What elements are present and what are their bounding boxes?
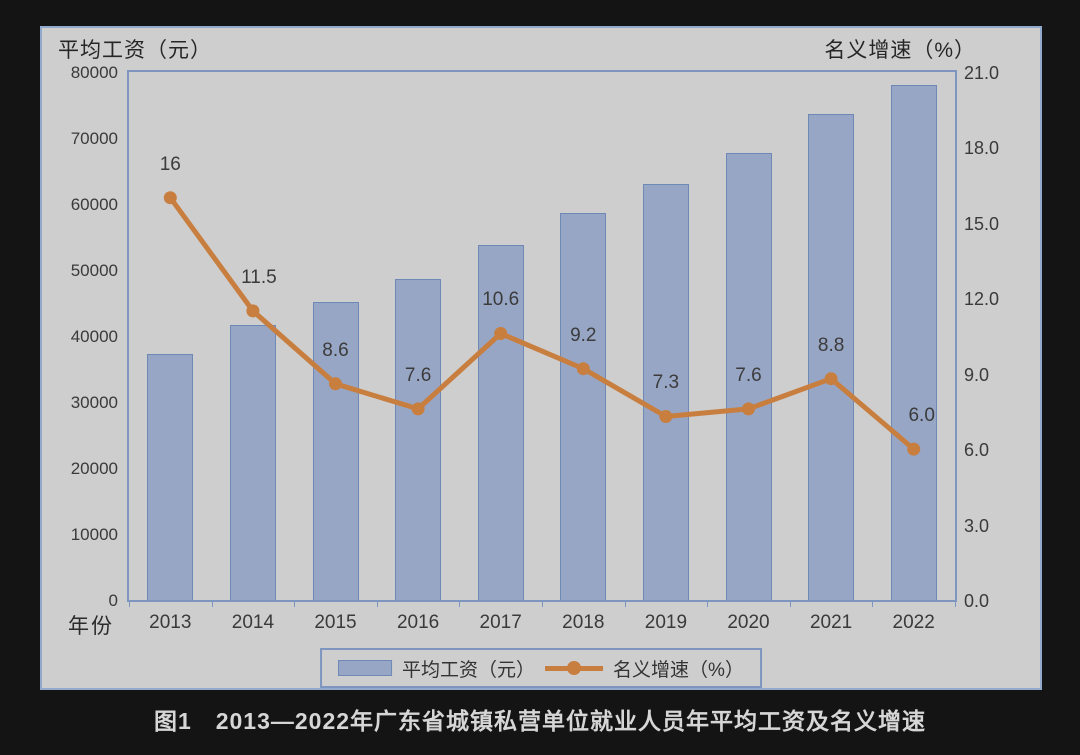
x-tick-label-2018: 2018	[562, 612, 605, 633]
y-right-tick-label: 6.0	[964, 440, 990, 461]
chart-panel: 平均工资（元） 名义增速（%） 16 11.5 8.6 7.6 10.6 9.2 7.3 7.…	[40, 26, 1042, 690]
y-left-tick-label: 60000	[70, 195, 118, 214]
x-axis-notch	[459, 602, 461, 607]
x-tick-label-2022: 2022	[892, 612, 935, 633]
bar-2022	[890, 84, 937, 600]
x-tick-label-2014: 2014	[231, 612, 275, 633]
bar-2013	[147, 353, 194, 600]
growth-point-label-2016: 7.6	[404, 364, 432, 386]
y-right-tick-label: 15.0	[964, 213, 1000, 234]
y-left-tick-label: 40000	[70, 327, 118, 346]
y-right-tick-label: 21.0	[964, 63, 1000, 83]
y-left-tick-label: 0	[108, 591, 118, 610]
growth-marker-2020	[742, 402, 755, 416]
growth-line	[167, 195, 917, 452]
legend-bar-label: 平均工资（元）	[402, 659, 536, 681]
growth-marker-2022	[907, 442, 921, 456]
growth-marker-2017	[494, 327, 508, 340]
bar-2015	[312, 301, 359, 600]
x-tick-label-2021: 2021	[809, 612, 853, 633]
y-right-tick-label: 12.0	[964, 289, 1000, 310]
y-right-tick-label: 9.0	[964, 364, 990, 385]
growth-point-label-2014: 11.5	[241, 266, 277, 288]
plot-area: 16 11.5 8.6 7.6 10.6 9.2 7.3 7.6 8.8 6.0	[127, 70, 957, 602]
plot-inner: 16 11.5 8.6 7.6 10.6 9.2 7.3 7.6 8.8 6.0	[129, 72, 955, 600]
growth-line-chart	[163, 191, 921, 456]
growth-marker-2021	[824, 372, 838, 386]
y-left-tick-label: 70000	[70, 129, 118, 148]
x-tick-label-2015: 2015	[314, 612, 357, 633]
bar-2021	[808, 113, 855, 600]
growth-marker-2019	[659, 410, 673, 423]
x-axis-title: 年份	[68, 615, 114, 638]
x-axis-notch	[129, 602, 130, 607]
y-right-tick-label: 3.0	[964, 515, 990, 536]
growth-marker-2014	[246, 304, 260, 318]
bar-2016	[395, 279, 442, 600]
growth-marker-2016	[411, 402, 425, 416]
legend-line-label: 名义增速（%）	[613, 659, 744, 681]
y-left-tick-label: 50000	[70, 261, 118, 280]
bar-2018	[560, 212, 607, 600]
figure-caption: 图1 2013—2022年广东省城镇私营单位就业人员年平均工资及名义增速	[153, 708, 927, 734]
y-left-tick-label: 10000	[70, 525, 118, 544]
y-left-tick-label: 80000	[70, 63, 118, 82]
growth-point-label-2018: 9.2	[570, 324, 597, 346]
growth-point-label-2021: 8.8	[817, 334, 845, 356]
growth-point-label-2015: 8.6	[322, 339, 349, 361]
growth-point-label-2019: 7.3	[652, 372, 680, 394]
bar-2014	[229, 325, 276, 600]
y-left-tick-label: 30000	[70, 393, 118, 412]
line-swatch-icon	[545, 661, 604, 675]
x-axis-notch	[211, 602, 213, 607]
growth-marker-2018	[576, 362, 590, 376]
y-right-tick-label: 0.0	[964, 591, 990, 611]
x-tick-label-2020: 2020	[727, 612, 770, 633]
bar-2017	[477, 244, 524, 600]
x-axis-notch	[707, 602, 709, 607]
x-axis-notch	[789, 602, 791, 607]
x-axis-notch	[376, 602, 378, 607]
growth-point-label-2022: 6.0	[908, 405, 935, 427]
bar-2019	[642, 184, 689, 600]
x-axis-notch	[955, 602, 956, 607]
bar-swatch-icon	[338, 660, 393, 676]
bar-2020	[725, 152, 772, 600]
y-right-tick-label: 18.0	[964, 138, 1000, 159]
growth-marker-2015	[329, 377, 342, 391]
legend: 平均工资（元） 名义增速（%）	[320, 648, 762, 688]
right-axis-title: 名义增速（%）	[824, 39, 976, 62]
y-left-tick-label: 20000	[70, 459, 118, 478]
x-axis-notch	[294, 602, 296, 607]
x-axis-notch	[624, 602, 626, 607]
growth-point-label-2017: 10.6	[482, 289, 520, 311]
x-tick-label-2016: 2016	[396, 612, 440, 633]
x-tick-label-2017: 2017	[479, 612, 522, 633]
growth-marker-2013	[163, 191, 177, 205]
left-axis-title: 平均工资（元）	[58, 39, 212, 62]
x-tick-label-2013: 2013	[149, 612, 192, 633]
growth-point-label-2020: 7.6	[735, 364, 762, 386]
x-axis-notch	[542, 602, 543, 607]
x-tick-label-2019: 2019	[644, 612, 688, 633]
growth-point-label-2013: 16	[159, 153, 181, 175]
x-axis-notch	[872, 602, 874, 607]
